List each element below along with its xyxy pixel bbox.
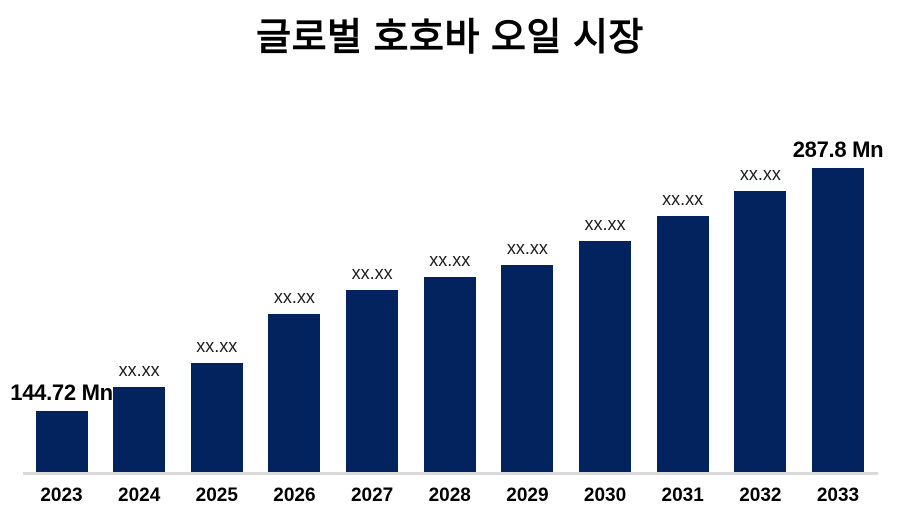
chart-title: 글로벌 호호바 오일 시장 xyxy=(256,17,644,59)
bar-2024 xyxy=(113,387,166,472)
x-tick-2028: 2028 xyxy=(428,485,471,506)
bar-2033 xyxy=(812,168,864,472)
bar-2025 xyxy=(190,363,243,472)
bar-2026 xyxy=(268,314,321,472)
value-label-2028: xx.xx xyxy=(429,250,471,271)
x-tick-2029: 2029 xyxy=(506,485,549,506)
value-label-2031: xx.xx xyxy=(662,189,704,210)
bar-2023 xyxy=(35,411,88,472)
x-tick-2033: 2033 xyxy=(816,485,860,506)
x-tick-2025: 2025 xyxy=(195,485,238,506)
value-label-2030: xx.xx xyxy=(584,214,626,235)
value-label-2026: xx.xx xyxy=(273,287,315,308)
x-tick-2027: 2027 xyxy=(350,485,394,506)
bar-2031 xyxy=(656,216,709,472)
x-tick-2024: 2024 xyxy=(118,485,161,506)
value-label-2025: xx.xx xyxy=(196,336,238,357)
x-axis-line xyxy=(23,472,878,475)
value-label-2024: xx.xx xyxy=(118,360,160,381)
x-tick-2032: 2032 xyxy=(739,485,782,506)
x-tick-2030: 2030 xyxy=(583,485,627,506)
x-tick-2026: 2026 xyxy=(273,485,316,506)
value-label-2029: xx.xx xyxy=(506,238,548,259)
bar-2027 xyxy=(346,290,399,472)
value-label-2033: 287.8 Mn xyxy=(792,136,884,162)
bar-2029 xyxy=(501,265,554,472)
value-label-2027: xx.xx xyxy=(351,263,393,284)
x-tick-2023: 2023 xyxy=(40,485,83,506)
x-tick-2031: 2031 xyxy=(661,485,704,506)
value-label-2023: 144.72 Mn xyxy=(10,379,113,405)
bar-2030 xyxy=(579,241,632,472)
bar-2028 xyxy=(423,277,476,472)
value-label-2032: xx.xx xyxy=(739,164,781,185)
bar-2032 xyxy=(734,191,787,472)
